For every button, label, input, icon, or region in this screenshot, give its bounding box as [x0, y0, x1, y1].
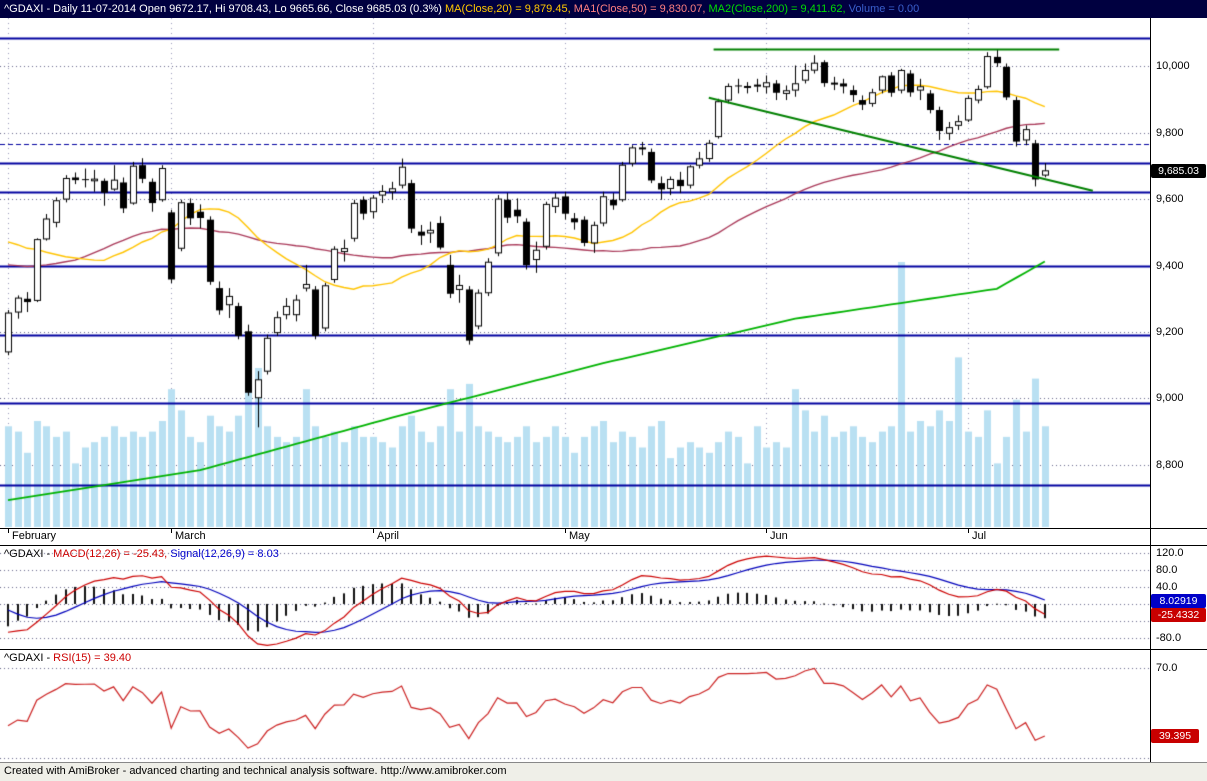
macd-symbol-label: ^GDAXI -: [4, 548, 54, 560]
quote-text: ^GDAXI - Daily 11-07-2014 Open 9672.17, …: [4, 3, 445, 15]
month-tick: [565, 529, 566, 533]
axis-tick-label: 8,800: [1156, 458, 1184, 471]
month-label: May: [569, 530, 590, 542]
axis-tick-label: -80.0: [1156, 632, 1182, 645]
axis-tick-label: 9,200: [1156, 325, 1184, 338]
macd-signal-badge: 8.02919: [1151, 594, 1206, 608]
axis-tick-label: 120.0: [1156, 546, 1184, 559]
rsi-value-badge: 39.395: [1151, 729, 1199, 743]
status-text: Created with AmiBroker - advanced charti…: [4, 765, 507, 777]
month-label: March: [175, 530, 206, 542]
rsi-pane-title: ^GDAXI - RSI(15) = 39.40: [4, 652, 131, 665]
axis-tick-label: 40.0: [1156, 580, 1178, 593]
month-label: Jun: [770, 530, 788, 542]
main-price-chart-canvas[interactable]: [0, 18, 1150, 528]
month-label: Jul: [972, 530, 987, 542]
rsi-value-label: RSI(15) = 39.40: [53, 652, 132, 664]
month-label: April: [377, 530, 400, 542]
axis-tick-label: 9,600: [1156, 193, 1184, 206]
axis-separator-line: [1150, 18, 1151, 762]
axis-tick-label: 9,400: [1156, 259, 1184, 272]
macd-pane-canvas[interactable]: [0, 546, 1150, 650]
last-price-badge: 9,685.03: [1151, 164, 1206, 178]
month-tick: [171, 529, 172, 533]
ma200-title: MA2(Close,200) = 9,411.62,: [708, 3, 849, 15]
month-tick: [968, 529, 969, 533]
axis-tick-label: 9,800: [1156, 126, 1184, 139]
ma20-title: MA(Close,20) = 9,879.45,: [444, 3, 574, 15]
rsi-symbol-label: ^GDAXI -: [4, 652, 54, 664]
month-tick: [373, 529, 374, 533]
chart-title-bar: ^GDAXI - Daily 11-07-2014 Open 9672.17, …: [0, 0, 1207, 18]
date-axis: February March April May Jun Jul: [0, 528, 1207, 546]
macd-value-label: MACD(12,26) = -25.43,: [53, 548, 171, 560]
axis-tick-label: 80.0: [1156, 563, 1178, 576]
month-tick: [766, 529, 767, 533]
macd-value-badge: -25.4332: [1151, 608, 1206, 622]
status-bar: Created with AmiBroker - advanced charti…: [0, 762, 1207, 781]
axis-tick-label: 9,000: [1156, 392, 1184, 405]
ma50-title: MA1(Close,50) = 9,830.07,: [573, 3, 709, 15]
rsi-pane-canvas[interactable]: [0, 650, 1150, 762]
month-tick: [8, 529, 9, 533]
macd-signal-label: Signal(12,26,9) = 8.03: [170, 548, 279, 560]
volume-title: Volume = 0.00: [848, 3, 920, 15]
macd-pane-border: [0, 649, 1207, 650]
macd-pane-title: ^GDAXI - MACD(12,26) = -25.43, Signal(12…: [4, 548, 279, 561]
axis-tick-label: 70.0: [1156, 661, 1178, 674]
month-label: February: [12, 530, 57, 542]
axis-tick-label: 10,000: [1156, 60, 1190, 73]
